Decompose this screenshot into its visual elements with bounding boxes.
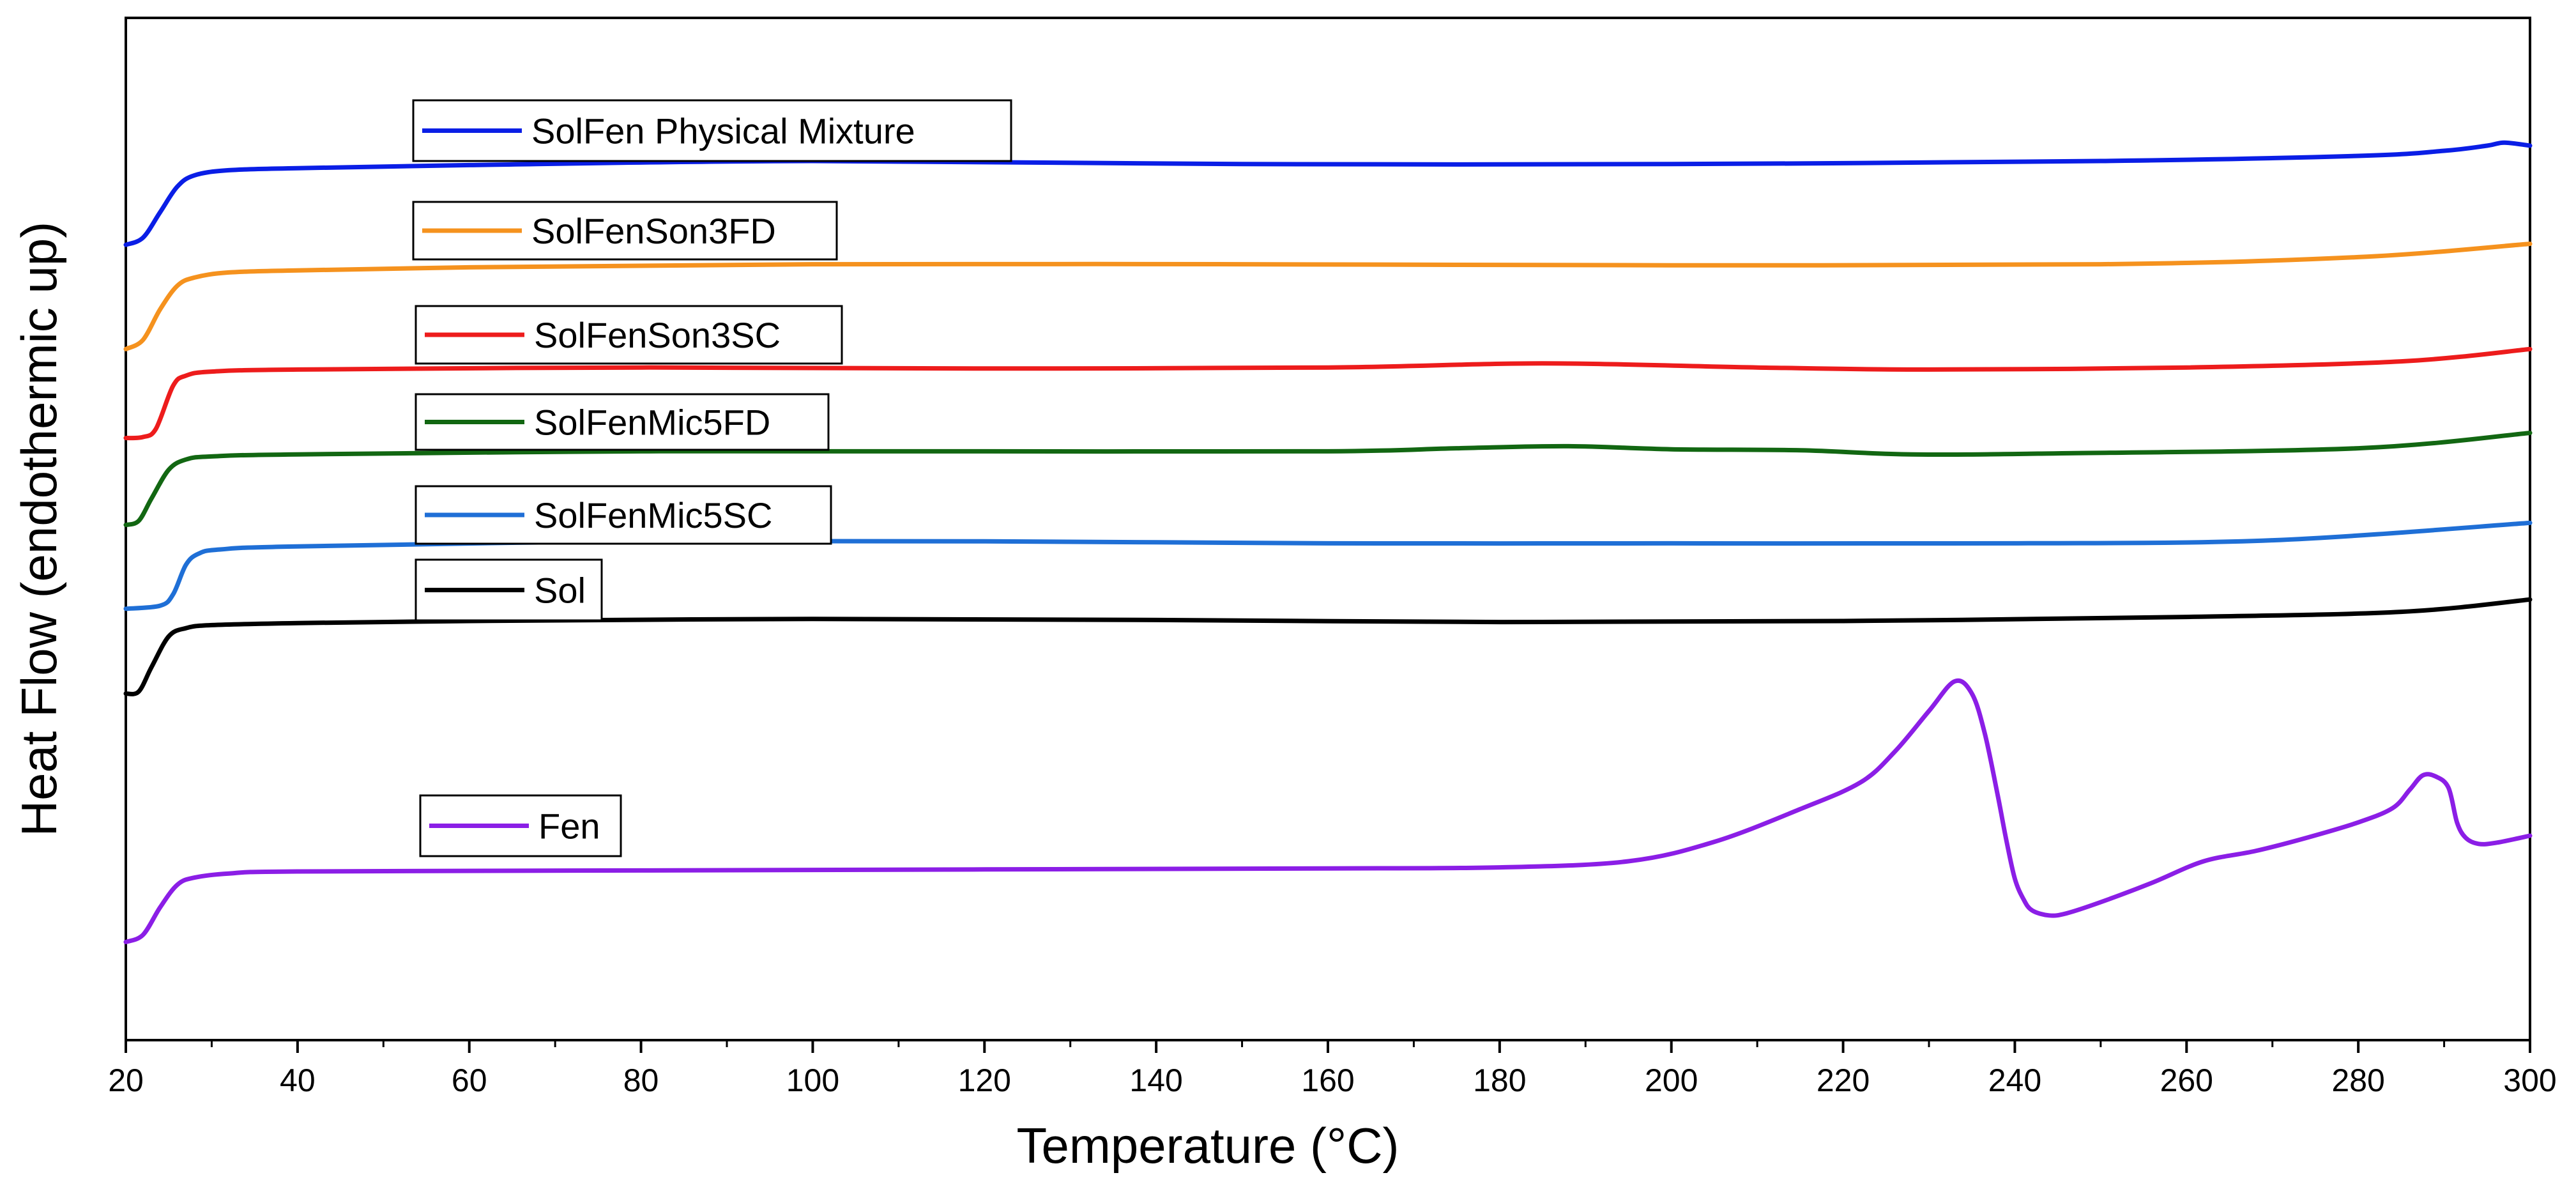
x-tick-label: 20 — [108, 1062, 144, 1098]
series-lines — [123, 140, 2533, 944]
series-line-3 — [123, 431, 2533, 528]
x-tick-label: 60 — [452, 1062, 487, 1098]
legend-entry-1: SolFenSon3FD — [412, 201, 838, 261]
legend-label: SolFenSon3SC — [534, 315, 781, 355]
legend-entry-0: SolFen Physical Mixture — [412, 99, 1012, 162]
legend: SolFen Physical MixtureSolFenSon3FDSolFe… — [412, 99, 1012, 857]
series-line-2 — [123, 346, 2533, 441]
x-tick-label: 300 — [2503, 1062, 2556, 1098]
series-line-5 — [123, 597, 2533, 696]
legend-entry-6: Fen — [419, 794, 622, 857]
x-tick-label: 160 — [1301, 1062, 1354, 1098]
x-tick-label: 140 — [1129, 1062, 1182, 1098]
legend-entry-5: Sol — [415, 558, 603, 622]
x-tick-label: 240 — [1988, 1062, 2041, 1098]
series-line-1 — [123, 242, 2533, 351]
x-tick-label: 40 — [280, 1062, 316, 1098]
x-tick-label: 280 — [2331, 1062, 2384, 1098]
x-tick-label: 220 — [1817, 1062, 1870, 1098]
series-line-0 — [123, 140, 2533, 247]
x-tick-label: 260 — [2160, 1062, 2213, 1098]
x-tick-label: 180 — [1473, 1062, 1526, 1098]
series-line-4 — [123, 520, 2533, 611]
legend-entry-4: SolFenMic5SC — [415, 485, 832, 545]
x-tick-label: 200 — [1645, 1062, 1698, 1098]
y-axis-title: Heat Flow (endothermic up) — [11, 222, 67, 836]
x-axis-tick-labels: 20 40 60 80 100 120 140 160 180 200 220 240 260 280 30… — [108, 1062, 2557, 1098]
x-axis-ticks — [125, 1040, 2531, 1053]
legend-label: SolFenMic5FD — [534, 403, 770, 443]
legend-label: SolFen Physical Mixture — [531, 111, 915, 151]
x-tick-label: 80 — [623, 1062, 659, 1098]
legend-label: SolFenSon3FD — [531, 211, 776, 251]
legend-label: SolFenMic5SC — [534, 495, 772, 535]
legend-label: Sol — [534, 571, 586, 611]
legend-entry-3: SolFenMic5FD — [415, 393, 830, 451]
x-tick-label: 100 — [786, 1062, 839, 1098]
x-tick-label: 120 — [958, 1062, 1011, 1098]
series-line-6 — [123, 678, 2533, 944]
x-axis-title: Temperature (°C) — [1016, 1117, 1399, 1174]
legend-entry-2: SolFenSon3SC — [415, 305, 843, 365]
legend-label: Fen — [538, 806, 600, 847]
